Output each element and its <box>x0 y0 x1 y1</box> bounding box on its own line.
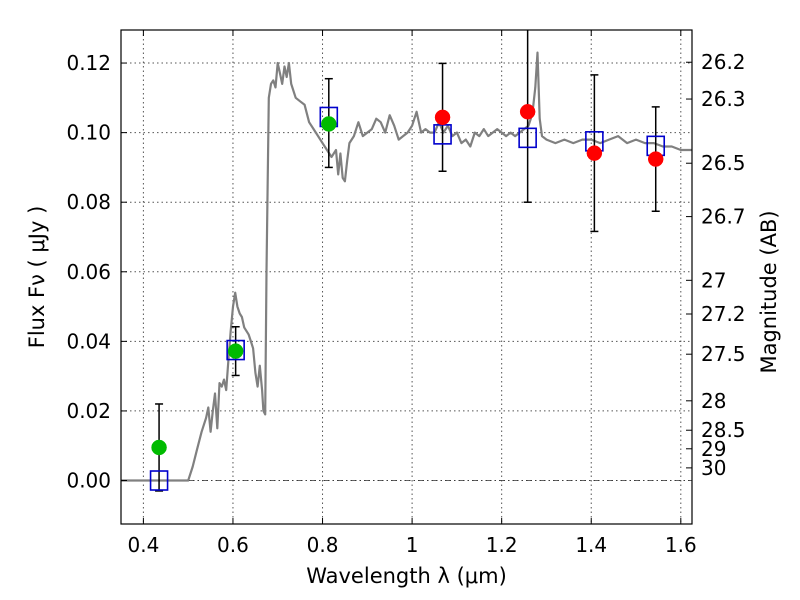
x-tick-label: 0.8 <box>307 533 339 557</box>
red-data-point <box>586 145 603 161</box>
x-axis-label: Wavelength λ (μm) <box>306 564 507 588</box>
grid <box>121 30 692 524</box>
y2-axis-label: Magnitude (AB) <box>757 210 781 373</box>
y2-tick-label: 28 <box>701 389 726 413</box>
y2-tick-label: 27.2 <box>701 302 746 326</box>
y-tick-label: 0.08 <box>66 190 111 214</box>
red-data-point <box>647 151 664 167</box>
x-tick-label: 1.2 <box>486 533 518 557</box>
y-tick-label: 0.10 <box>66 121 111 145</box>
y2-tick-label: 27 <box>701 268 726 292</box>
y-tick-label: 0.00 <box>66 469 111 493</box>
ticks: 0.4 0.6 0.8 1 1.2 1.4 1.6 0.00 0.02 0.04 0.06 0.08 0… <box>66 30 746 557</box>
x-tick-label: 1.6 <box>665 533 697 557</box>
y-tick-label: 0.12 <box>66 51 111 75</box>
x-tick-label: 1.4 <box>575 533 607 557</box>
y2-tick-label: 26.7 <box>701 205 746 229</box>
y2-tick-label: 29 <box>701 437 726 461</box>
x-tick-label: 1 <box>406 533 419 557</box>
axes-frame <box>120 29 693 525</box>
plot-area <box>121 30 692 492</box>
y2-tick-label: 26.5 <box>701 151 746 175</box>
y-tick-label: 0.06 <box>66 260 111 284</box>
y2-tick-label: 26.2 <box>701 50 746 74</box>
green-data-point <box>321 116 337 132</box>
model-photometry-square <box>149 470 169 491</box>
y2-tick-label: 28.5 <box>701 418 746 442</box>
y-axis-label: Flux Fν ( μJy ) <box>25 206 49 349</box>
red-data-point <box>519 104 536 120</box>
y-tick-label: 0.02 <box>66 399 111 423</box>
model-photometry-square <box>226 339 245 361</box>
model-photometry-square <box>518 127 537 149</box>
x-tick-label: 0.4 <box>127 533 159 557</box>
y2-tick-label: 27.5 <box>701 342 746 366</box>
x-tick-label: 0.6 <box>217 533 249 557</box>
red-data-point <box>434 109 451 126</box>
model-sed-line <box>121 51 692 482</box>
green-data-point <box>227 343 244 359</box>
green-data-point <box>151 439 167 456</box>
y2-tick-label: 30 <box>701 456 726 480</box>
y2-tick-label: 26.3 <box>701 87 746 111</box>
y-tick-label: 0.04 <box>66 329 111 353</box>
